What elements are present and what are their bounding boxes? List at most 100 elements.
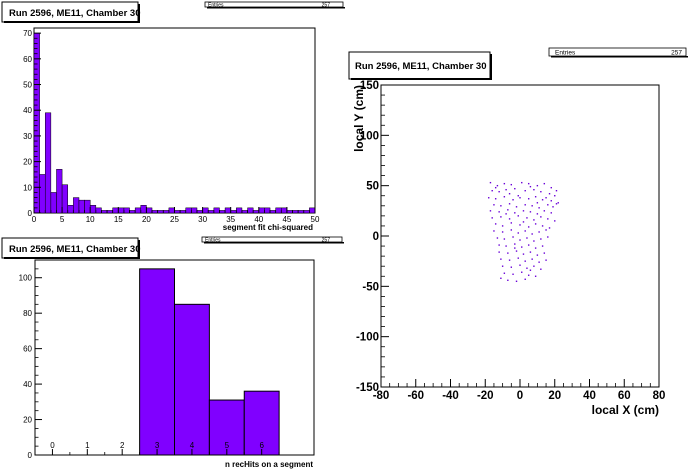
xy-point bbox=[540, 191, 542, 193]
xy-point bbox=[543, 182, 546, 185]
chi2-x-tick-label: 35 bbox=[226, 215, 235, 224]
xy-point bbox=[529, 251, 532, 253]
xy-x-tick-label: -60 bbox=[407, 390, 424, 402]
chi2-y-tick-label: 60 bbox=[23, 55, 32, 64]
xy-point bbox=[536, 202, 539, 204]
chi2-x-tick-label: 30 bbox=[198, 215, 207, 224]
chi2-bar bbox=[219, 210, 226, 214]
xy-panel: -80 -60 -40 -20 0 20 40 60 80 -150 -100 -50 0 50 100 15… bbox=[348, 47, 688, 417]
chi2-bar bbox=[252, 210, 260, 214]
xy-point bbox=[507, 279, 509, 281]
chi2-bar bbox=[275, 207, 282, 214]
xy-x-tick-label: 60 bbox=[618, 390, 631, 402]
xy-point bbox=[517, 215, 519, 217]
chi2-bar bbox=[236, 207, 243, 214]
xy-point bbox=[538, 231, 540, 233]
xy-point bbox=[489, 210, 492, 212]
xy-point bbox=[503, 182, 506, 185]
xy-point bbox=[488, 197, 490, 199]
nrechits-y-tick-label: 80 bbox=[23, 309, 32, 318]
nrechits-x-tick-label: 2 bbox=[120, 441, 125, 450]
xy-point bbox=[505, 188, 507, 191]
xy-point bbox=[496, 184, 499, 187]
chi2-bar bbox=[101, 210, 108, 214]
xy-point bbox=[531, 258, 533, 260]
xy-point bbox=[534, 223, 537, 225]
xy-point bbox=[531, 205, 533, 207]
xy-point bbox=[538, 207, 540, 209]
chi2-x-tick-label: 20 bbox=[142, 215, 151, 224]
xy-point bbox=[515, 280, 518, 282]
xy-point bbox=[519, 224, 521, 226]
xy-point bbox=[522, 253, 525, 255]
xy-point bbox=[510, 183, 513, 186]
xy-point bbox=[527, 226, 530, 228]
xy-point bbox=[494, 223, 497, 225]
xy-point bbox=[534, 275, 537, 277]
chi2-axes: 0 5 10 15 20 25 30 35 40 45 50 0 10 20 30 40 50 60 70 bbox=[23, 27, 320, 224]
nrechits-x-tick-label: 1 bbox=[85, 441, 90, 450]
xy-frame bbox=[380, 84, 660, 388]
chi2-bar bbox=[106, 210, 113, 214]
chi2-x-tick-label: 25 bbox=[170, 215, 179, 224]
nrechits-y-tick-label: 0 bbox=[28, 451, 33, 460]
nrechits-stats-box: Entries 257 bbox=[201, 236, 344, 244]
xy-point bbox=[505, 245, 507, 247]
nrechits-title-box: Run 2596, ME11, Chamber 30 bbox=[1, 237, 140, 259]
xy-point bbox=[498, 191, 500, 193]
xy-point bbox=[517, 257, 519, 259]
nrechits-y-tick-label: 40 bbox=[23, 380, 32, 389]
xy-title: Run 2596, ME11, Chamber 30 bbox=[355, 61, 486, 72]
chi2-bar bbox=[264, 207, 271, 214]
xy-point bbox=[524, 278, 526, 280]
xy-xlabel: local X (cm) bbox=[592, 403, 659, 417]
xy-point bbox=[550, 212, 552, 214]
xy-point bbox=[524, 230, 526, 232]
xy-y-tick-label: -100 bbox=[356, 332, 379, 344]
xy-point bbox=[531, 233, 533, 235]
nrechits-y-tick-label: 20 bbox=[23, 416, 32, 425]
chi2-bar bbox=[67, 205, 74, 214]
chi2-bar bbox=[196, 210, 203, 214]
xy-point bbox=[508, 193, 511, 195]
xy-y-tick-label: 100 bbox=[360, 130, 379, 142]
nrechits-xlabel: n recHits on a segment bbox=[225, 460, 313, 469]
xy-point bbox=[543, 210, 546, 212]
chi2-y-tick-label: 20 bbox=[23, 158, 32, 167]
chi2-bar bbox=[174, 210, 181, 214]
chi2-bar bbox=[247, 207, 254, 214]
chi2-bar bbox=[78, 199, 85, 214]
xy-x-tick-label: 20 bbox=[548, 390, 561, 402]
xy-stats-box: Entries 257 bbox=[548, 47, 688, 58]
xy-point bbox=[510, 229, 513, 231]
xy-point bbox=[491, 190, 493, 192]
xy-point bbox=[540, 216, 542, 218]
xy-point bbox=[519, 239, 521, 241]
chi2-bar bbox=[33, 32, 40, 214]
xy-point bbox=[501, 225, 504, 227]
chi2-bar bbox=[297, 210, 305, 214]
chi2-bar bbox=[241, 210, 248, 214]
xy-point bbox=[519, 197, 521, 199]
xy-point bbox=[545, 197, 547, 199]
xy-point bbox=[557, 202, 559, 204]
xy-point bbox=[510, 266, 513, 268]
xy-point bbox=[555, 203, 558, 205]
xy-point bbox=[527, 274, 530, 276]
xy-point bbox=[500, 216, 502, 218]
xy-point bbox=[536, 254, 539, 256]
xy-point bbox=[508, 259, 511, 261]
chi2-bar bbox=[292, 210, 299, 214]
chi2-bar bbox=[213, 207, 220, 214]
xy-point bbox=[536, 184, 539, 187]
xy-point bbox=[529, 269, 532, 271]
xy-point bbox=[512, 199, 514, 201]
nrechits-x-tick-label: 6 bbox=[259, 441, 264, 450]
xy-points bbox=[488, 181, 559, 282]
xy-point bbox=[489, 181, 492, 184]
chi2-bar bbox=[44, 112, 52, 214]
xy-point bbox=[541, 245, 544, 247]
xy-title-box: Run 2596, ME11, Chamber 30 bbox=[348, 51, 492, 80]
chi2-y-tick-label: 10 bbox=[23, 183, 32, 192]
